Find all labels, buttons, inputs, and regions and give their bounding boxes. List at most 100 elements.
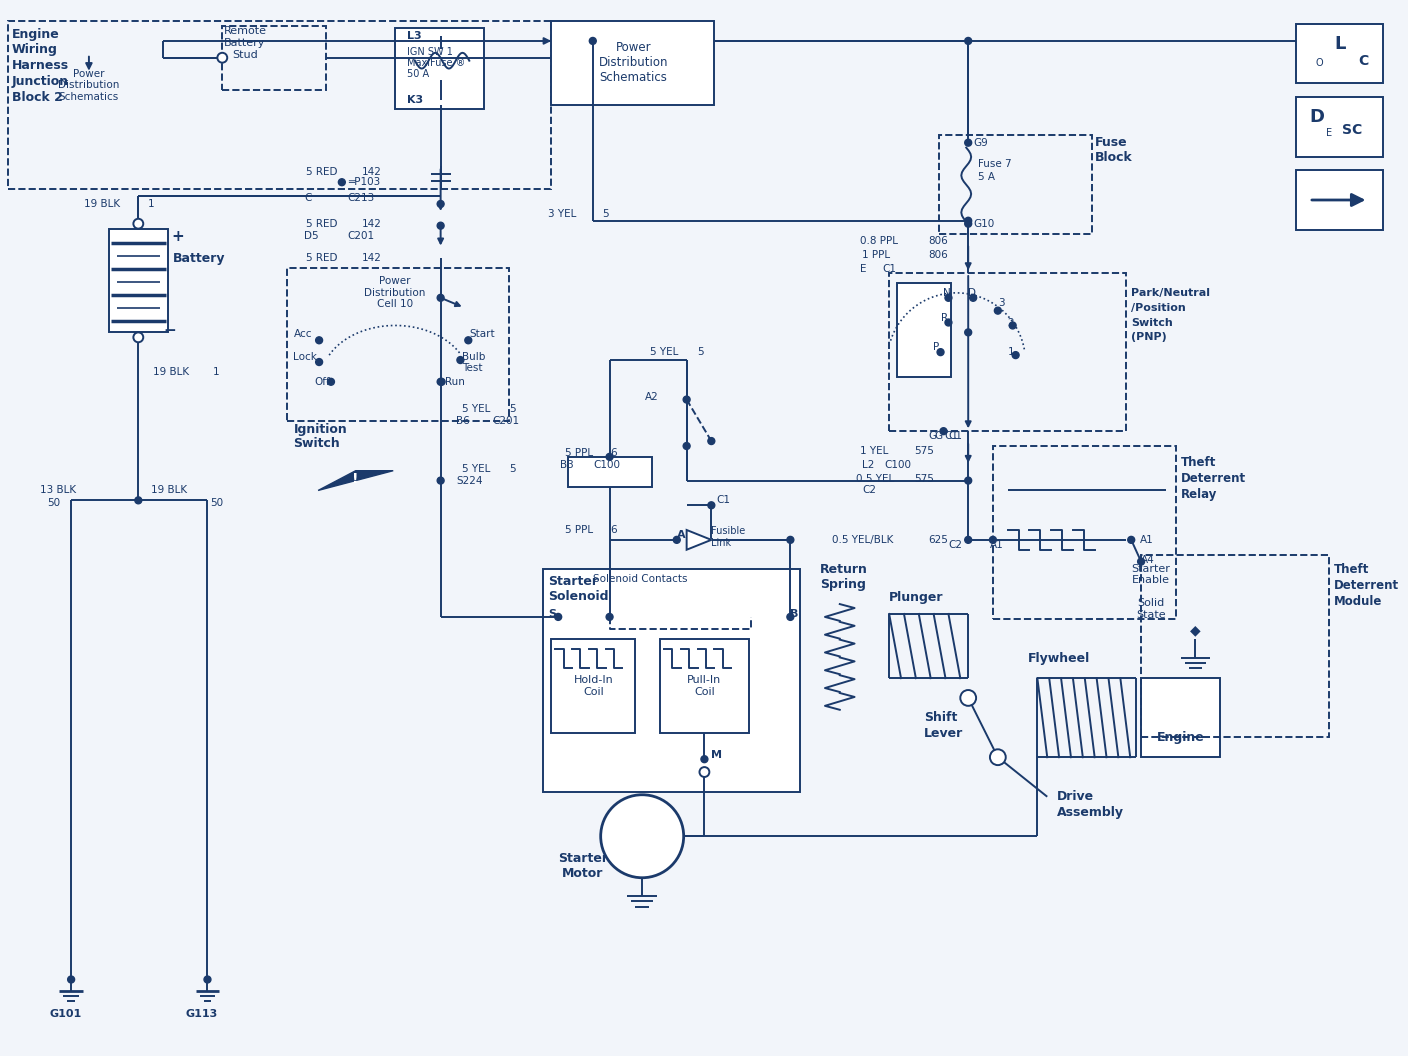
Bar	[567, 457, 652, 487]
Text: Fuse
Block: Fuse Block	[1094, 135, 1132, 164]
Text: G9: G9	[973, 137, 988, 148]
Text: Harness: Harness	[11, 59, 69, 72]
Text: ◆: ◆	[1190, 624, 1201, 638]
Circle shape	[315, 359, 322, 365]
Text: G10: G10	[973, 219, 994, 229]
Circle shape	[436, 477, 444, 484]
Text: Starter
Enable: Starter Enable	[1132, 564, 1170, 585]
Text: 6: 6	[611, 525, 617, 535]
Text: Switch: Switch	[1131, 318, 1173, 327]
Text: 575: 575	[914, 473, 934, 484]
Text: Switch: Switch	[293, 436, 341, 450]
Text: 3 YEL: 3 YEL	[548, 209, 577, 219]
Circle shape	[960, 690, 976, 705]
Circle shape	[683, 396, 690, 403]
Circle shape	[590, 37, 596, 44]
Text: A1: A1	[990, 540, 1004, 550]
Circle shape	[1010, 322, 1017, 328]
Text: 50 A: 50 A	[407, 69, 429, 78]
Circle shape	[1138, 559, 1145, 565]
Text: Junction: Junction	[11, 75, 69, 88]
Circle shape	[708, 502, 715, 509]
Circle shape	[1128, 536, 1135, 544]
Text: A1: A1	[1140, 534, 1155, 545]
Text: 5 RED: 5 RED	[307, 167, 338, 177]
Circle shape	[436, 295, 444, 301]
Text: Power
Distribution
Schematics: Power Distribution Schematics	[58, 69, 120, 102]
Text: A4: A4	[1140, 554, 1155, 565]
Text: Battery: Battery	[173, 251, 225, 265]
Circle shape	[708, 437, 715, 445]
Text: Fuse 7: Fuse 7	[979, 159, 1012, 169]
Circle shape	[964, 37, 972, 44]
Text: SC: SC	[1342, 122, 1362, 137]
Text: Power
Distribution
Cell 10: Power Distribution Cell 10	[365, 277, 425, 309]
Circle shape	[217, 53, 227, 62]
Bar	[890, 274, 1126, 431]
Circle shape	[1012, 352, 1019, 359]
Text: Power
Distribution
Schematics: Power Distribution Schematics	[598, 41, 667, 84]
Text: S: S	[548, 609, 556, 619]
Circle shape	[605, 614, 612, 620]
Text: 5: 5	[603, 209, 610, 219]
Text: G: G	[935, 431, 943, 441]
Bar	[108, 229, 168, 333]
Text: A: A	[677, 530, 686, 540]
Bar	[1297, 24, 1383, 83]
Circle shape	[787, 614, 794, 620]
Text: 5: 5	[508, 464, 515, 474]
Polygon shape	[318, 471, 393, 490]
Bar	[552, 639, 635, 733]
Text: Park/Neutral: Park/Neutral	[1131, 288, 1211, 298]
Text: C1: C1	[717, 495, 731, 506]
Circle shape	[555, 614, 562, 620]
Bar	[1140, 678, 1221, 757]
Text: M: M	[629, 825, 655, 848]
Text: 19 BLK: 19 BLK	[151, 486, 187, 495]
Bar	[939, 135, 1091, 233]
Circle shape	[964, 536, 972, 544]
Text: G101: G101	[49, 1010, 82, 1019]
Circle shape	[787, 536, 794, 544]
Text: Lock: Lock	[293, 352, 317, 362]
Text: 625: 625	[929, 534, 949, 545]
Text: G: G	[929, 431, 936, 441]
Text: B3: B3	[560, 459, 574, 470]
Text: Hold-In
Coil: Hold-In Coil	[574, 675, 614, 697]
Circle shape	[701, 756, 708, 762]
Text: 1 PPL: 1 PPL	[862, 250, 890, 261]
Text: 50: 50	[48, 498, 61, 508]
Circle shape	[990, 750, 1005, 766]
Text: Remote
Battery
Stud: Remote Battery Stud	[224, 26, 266, 59]
Text: 1: 1	[148, 199, 155, 209]
Text: D5: D5	[304, 230, 320, 241]
Text: D: D	[1309, 108, 1324, 126]
Circle shape	[964, 477, 972, 484]
Text: Block 2: Block 2	[11, 91, 63, 103]
Circle shape	[204, 976, 211, 983]
Text: 5 RED: 5 RED	[307, 219, 338, 229]
Text: Deterrent: Deterrent	[1333, 579, 1400, 591]
Circle shape	[938, 348, 943, 356]
Text: E: E	[859, 264, 866, 275]
Circle shape	[436, 378, 444, 385]
Text: 50: 50	[210, 498, 224, 508]
Text: L2: L2	[863, 459, 874, 470]
Text: Engine: Engine	[11, 27, 59, 40]
Circle shape	[465, 337, 472, 344]
Text: (PNP): (PNP)	[1131, 333, 1167, 342]
Text: A2: A2	[645, 392, 659, 401]
Text: C201: C201	[491, 416, 520, 427]
Text: IGN SW 1: IGN SW 1	[407, 46, 453, 57]
Text: 806: 806	[929, 250, 949, 261]
Text: Solenoid: Solenoid	[548, 589, 608, 603]
Text: 5 PPL: 5 PPL	[565, 525, 593, 535]
Bar	[612, 812, 672, 861]
Circle shape	[945, 319, 952, 326]
Polygon shape	[687, 530, 711, 550]
Text: 1: 1	[213, 366, 220, 377]
Text: 19 BLK: 19 BLK	[84, 199, 120, 209]
Text: M: M	[711, 750, 722, 760]
Circle shape	[994, 307, 1001, 314]
Circle shape	[438, 378, 445, 385]
